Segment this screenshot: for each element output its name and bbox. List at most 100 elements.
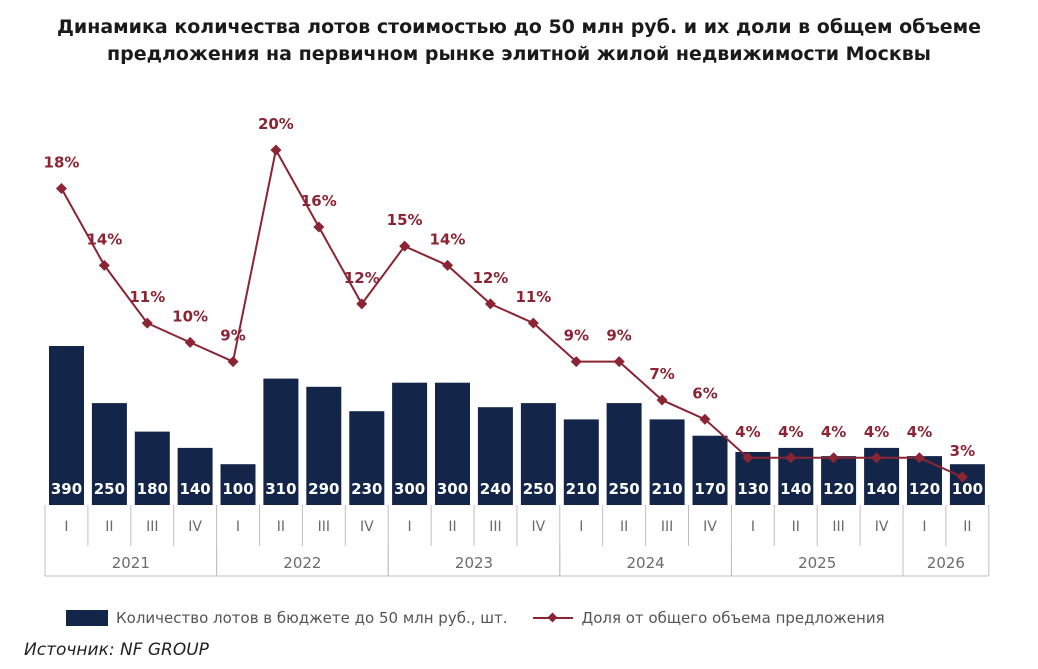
bar	[220, 464, 256, 505]
bar-value-label: 300	[437, 480, 468, 498]
bar	[349, 411, 385, 505]
quarter-label: IV	[532, 519, 546, 535]
share-value-label: 9%	[220, 327, 245, 345]
bar-value-label: 390	[51, 480, 82, 498]
bar-value-label: 250	[94, 480, 125, 498]
share-value-label: 4%	[778, 423, 803, 441]
source-note: Источник: NF GROUP	[24, 640, 209, 660]
share-value-label: 10%	[172, 307, 208, 325]
bar-value-label: 250	[523, 480, 554, 498]
bar-value-label: 140	[179, 480, 210, 498]
legend-bar-swatch	[66, 610, 108, 626]
bar	[134, 431, 170, 505]
bar	[91, 403, 127, 505]
bar	[306, 386, 342, 505]
quarter-label: III	[489, 519, 501, 535]
share-value-label: 4%	[864, 423, 889, 441]
chart-title-line-2: предложения на первичном рынке элитной ж…	[107, 43, 931, 65]
line-point-marker	[442, 259, 454, 271]
line-point-marker	[98, 259, 110, 271]
bar	[735, 452, 771, 505]
quarter-label: II	[277, 519, 285, 535]
line-point-marker	[141, 317, 153, 329]
bar-value-label: 210	[651, 480, 682, 498]
line-point-marker	[828, 452, 840, 464]
line-point-marker	[227, 356, 239, 368]
quarter-label: III	[146, 519, 158, 535]
bar-value-label: 120	[909, 480, 940, 498]
quarter-label: II	[620, 519, 628, 535]
quarter-label: I	[751, 519, 755, 535]
quarter-label: IV	[360, 519, 374, 535]
year-label: 2021	[112, 554, 150, 572]
quarter-label: IV	[875, 519, 889, 535]
quarter-label: IV	[188, 519, 202, 535]
share-value-label: 4%	[735, 423, 760, 441]
share-value-label: 14%	[430, 230, 466, 248]
line-point-marker	[313, 221, 325, 233]
line-point-marker	[956, 471, 968, 483]
legend-bar-label: Количество лотов в бюджете до 50 млн руб…	[116, 609, 508, 627]
quarter-label: I	[236, 519, 240, 535]
line-point-marker	[613, 356, 625, 368]
line-point-marker	[527, 317, 539, 329]
share-value-label: 12%	[472, 269, 508, 287]
share-value-label: 16%	[301, 192, 337, 210]
bar	[520, 403, 556, 505]
bar-value-label: 230	[351, 480, 382, 498]
bar	[49, 346, 84, 505]
bar-value-label: 120	[823, 480, 854, 498]
bar-series: 390 250 180 140 100 310 290 230 300 300 240 250 210 2…	[49, 346, 985, 505]
quarter-label: III	[661, 519, 673, 535]
bar-value-label: 170	[694, 480, 725, 498]
year-label: 2023	[455, 554, 493, 572]
line-point-marker	[484, 298, 496, 310]
bar	[606, 403, 642, 505]
line-point-marker	[356, 298, 368, 310]
chart-title: Динамика количества лотов стоимостью до …	[0, 14, 1038, 68]
bar	[649, 419, 685, 505]
bar	[392, 382, 428, 505]
line-point-marker	[570, 356, 582, 368]
year-label: 2022	[283, 554, 321, 572]
share-value-label: 12%	[344, 269, 380, 287]
line-point-marker	[871, 452, 883, 464]
quarter-label: I	[922, 519, 926, 535]
quarter-label: II	[792, 519, 800, 535]
year-label: 2024	[627, 554, 665, 572]
share-line-series: 18% 14% 11% 10% 9% 20% 16% 12% 15% 14% 12% 11% 9% 9% 7…	[44, 115, 975, 483]
share-value-label: 9%	[564, 327, 589, 345]
quarter-label: I	[408, 519, 412, 535]
line-point-marker	[184, 336, 196, 348]
share-value-label: 3%	[950, 442, 975, 460]
quarter-label: III	[832, 519, 844, 535]
bar	[949, 464, 985, 505]
bar-value-label: 130	[737, 480, 768, 498]
bar-value-label: 240	[480, 480, 511, 498]
line-point-marker	[399, 240, 411, 252]
line-point-marker	[699, 413, 711, 425]
share-value-label: 7%	[649, 365, 674, 383]
bar	[477, 407, 513, 505]
legend-line-label: Доля от общего объема предложения	[581, 609, 885, 627]
share-value-label: 11%	[515, 288, 551, 306]
bar-value-label: 140	[866, 480, 897, 498]
bar-value-label: 210	[566, 480, 597, 498]
bar	[692, 435, 728, 505]
bar-value-label: 310	[265, 480, 296, 498]
share-value-label: 18%	[44, 154, 80, 172]
share-value-label: 20%	[258, 115, 294, 133]
quarter-label: I	[579, 519, 583, 535]
bar-value-label: 300	[394, 480, 425, 498]
quarter-label: I	[64, 519, 68, 535]
line-point-marker	[742, 452, 754, 464]
bar-value-label: 140	[780, 480, 811, 498]
quarter-label: II	[448, 519, 456, 535]
quarter-label: II	[963, 519, 971, 535]
legend-line-swatch	[533, 610, 574, 626]
line-point-marker	[656, 394, 668, 406]
share-value-label: 4%	[907, 423, 932, 441]
bar-value-label: 290	[308, 480, 339, 498]
share-value-label: 9%	[606, 327, 631, 345]
quarter-label: IV	[703, 519, 717, 535]
